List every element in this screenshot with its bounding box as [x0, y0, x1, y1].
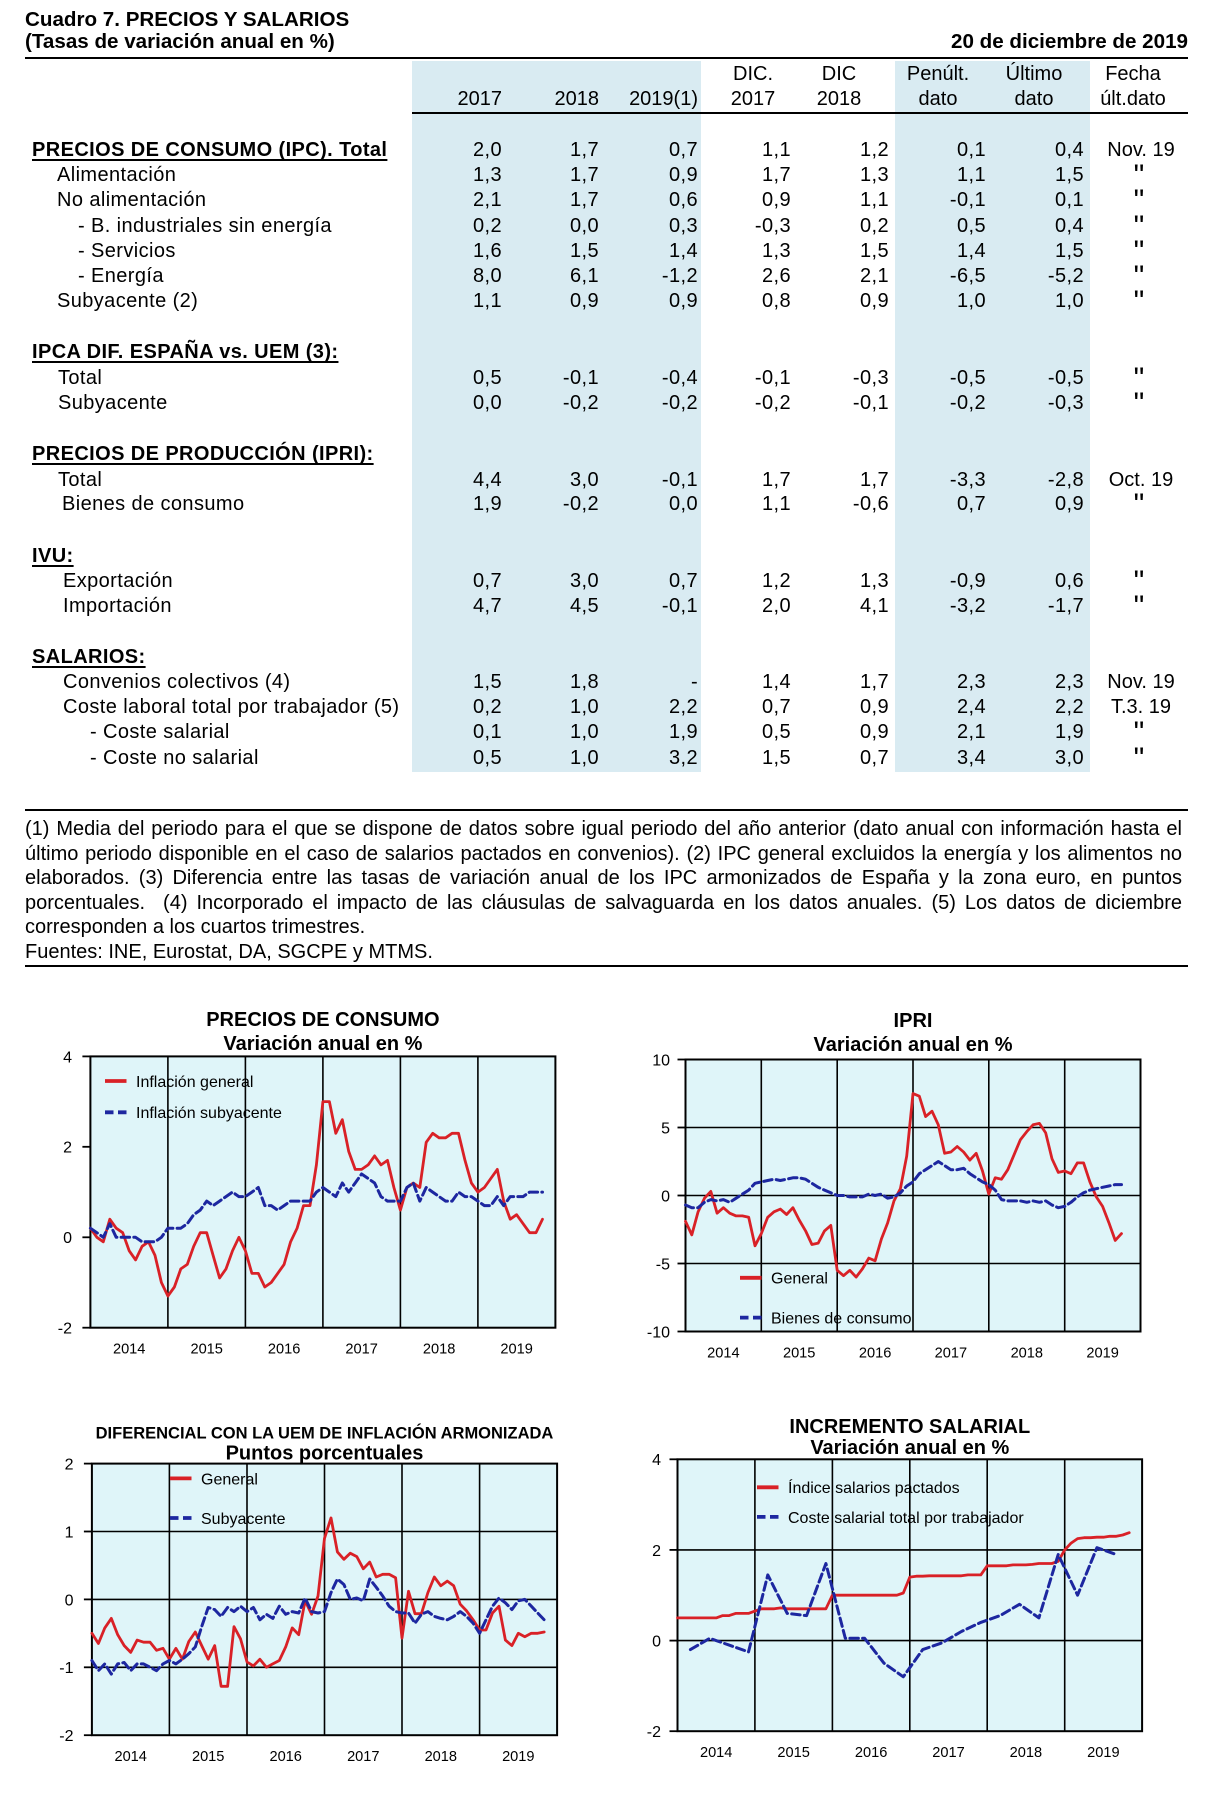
svg-text:4: 4	[652, 1452, 661, 1469]
svg-text:Inflación subyacente: Inflación subyacente	[136, 1105, 282, 1122]
svg-text:2019: 2019	[1087, 1745, 1119, 1761]
svg-text:INCREMENTO SALARIAL: INCREMENTO SALARIAL	[789, 1416, 1030, 1438]
svg-text:2015: 2015	[190, 1342, 222, 1358]
svg-text:1: 1	[65, 1524, 74, 1541]
svg-text:2017: 2017	[347, 1749, 379, 1765]
svg-text:2018: 2018	[1011, 1346, 1043, 1362]
svg-text:2018: 2018	[423, 1342, 455, 1358]
svg-text:-2: -2	[647, 1724, 661, 1741]
svg-text:2018: 2018	[1010, 1745, 1042, 1761]
svg-text:-1: -1	[59, 1660, 73, 1677]
svg-text:2: 2	[65, 1457, 74, 1474]
svg-text:2015: 2015	[783, 1346, 815, 1362]
svg-text:0: 0	[65, 1592, 74, 1609]
svg-text:Variación anual en %: Variación anual en %	[223, 1033, 422, 1055]
svg-text:Variación anual en %: Variación anual en %	[810, 1437, 1009, 1459]
svg-text:2016: 2016	[855, 1745, 887, 1761]
svg-text:2014: 2014	[700, 1745, 732, 1761]
svg-text:2: 2	[652, 1543, 661, 1560]
svg-text:-5: -5	[656, 1256, 670, 1273]
svg-text:0: 0	[63, 1230, 72, 1247]
svg-text:2017: 2017	[932, 1745, 964, 1761]
svg-text:10: 10	[652, 1052, 670, 1069]
svg-text:-2: -2	[59, 1728, 73, 1745]
svg-text:Puntos porcentuales: Puntos porcentuales	[226, 1443, 424, 1465]
svg-text:PRECIOS DE CONSUMO: PRECIOS DE CONSUMO	[206, 1009, 439, 1031]
svg-text:Bienes de consumo: Bienes de consumo	[771, 1311, 912, 1328]
svg-text:0: 0	[661, 1188, 670, 1205]
svg-text:-2: -2	[58, 1321, 72, 1338]
svg-text:2017: 2017	[345, 1342, 377, 1358]
svg-text:IPRI: IPRI	[894, 1010, 933, 1032]
svg-text:2: 2	[63, 1140, 72, 1157]
svg-text:2014: 2014	[707, 1346, 739, 1362]
svg-text:2014: 2014	[114, 1749, 146, 1765]
svg-text:Índice salarios pactados: Índice salarios pactados	[788, 1478, 960, 1497]
svg-text:2019: 2019	[1086, 1346, 1118, 1362]
svg-text:2018: 2018	[425, 1749, 457, 1765]
svg-text:DIFERENCIAL CON LA UEM DE INFL: DIFERENCIAL CON LA UEM DE INFLACIÓN ARMO…	[96, 1424, 554, 1443]
svg-text:General: General	[201, 1471, 258, 1488]
svg-text:2015: 2015	[777, 1745, 809, 1761]
svg-text:Inflación general: Inflación general	[136, 1074, 253, 1091]
svg-text:General: General	[771, 1271, 828, 1288]
svg-text:2019: 2019	[500, 1342, 532, 1358]
svg-text:-10: -10	[647, 1324, 670, 1341]
svg-text:2016: 2016	[268, 1342, 300, 1358]
svg-text:2014: 2014	[113, 1342, 145, 1358]
svg-text:5: 5	[661, 1120, 670, 1137]
svg-text:2019: 2019	[502, 1749, 534, 1765]
svg-text:4: 4	[63, 1049, 72, 1066]
svg-text:Subyacente: Subyacente	[201, 1511, 286, 1528]
svg-text:Coste salarial total por traba: Coste salarial total por trabajador	[788, 1510, 1024, 1527]
svg-text:2016: 2016	[859, 1346, 891, 1362]
svg-text:0: 0	[652, 1634, 661, 1651]
svg-text:Variación anual en %: Variación anual en %	[814, 1034, 1013, 1056]
svg-text:2015: 2015	[192, 1749, 224, 1765]
svg-text:2016: 2016	[269, 1749, 301, 1765]
svg-text:2017: 2017	[935, 1346, 967, 1362]
